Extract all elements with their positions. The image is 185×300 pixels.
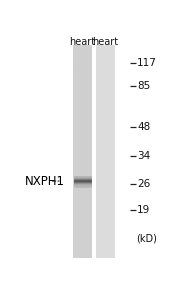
Text: 48: 48	[137, 122, 150, 132]
Text: 34: 34	[137, 151, 150, 161]
Text: 19: 19	[137, 206, 150, 215]
Text: 117: 117	[137, 58, 157, 68]
Bar	[96, 45, 115, 258]
Text: 85: 85	[137, 81, 150, 91]
Bar	[73, 45, 92, 258]
Text: NXPH1: NXPH1	[25, 175, 65, 188]
Text: 26: 26	[137, 179, 150, 189]
Text: heart: heart	[70, 37, 96, 47]
Text: heart: heart	[92, 37, 119, 47]
Text: (kD): (kD)	[136, 233, 157, 243]
